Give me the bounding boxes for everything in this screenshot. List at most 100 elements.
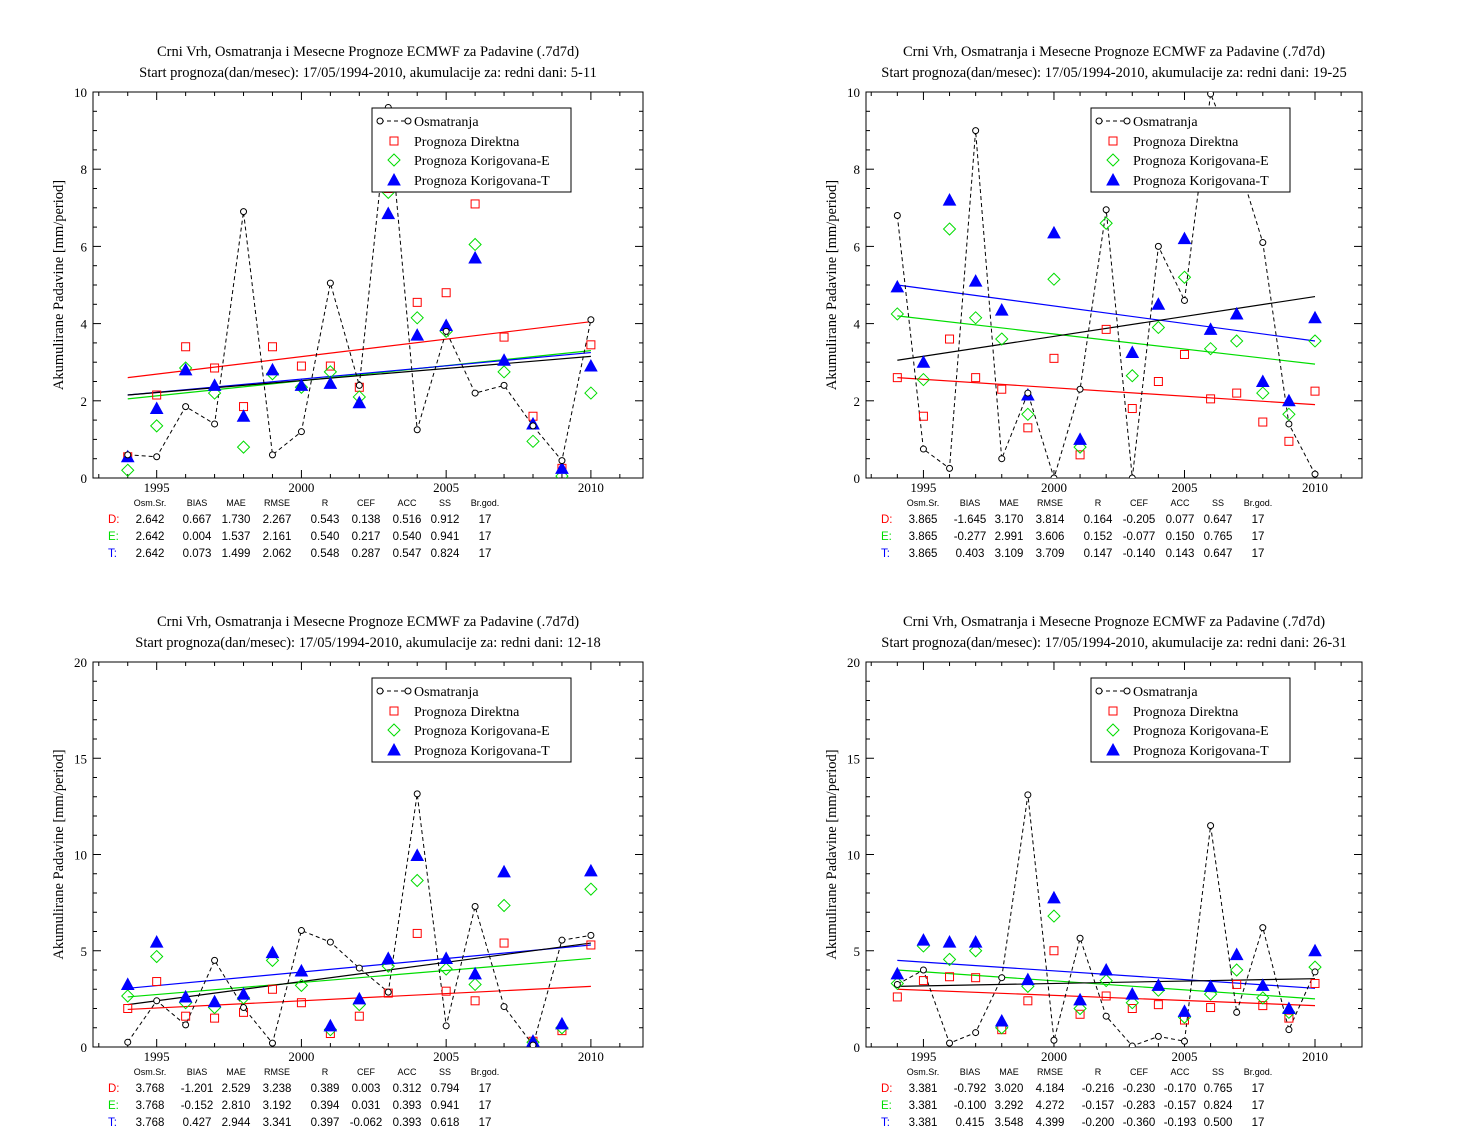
observed-point (529, 1041, 537, 1047)
stats-header: SS (1212, 498, 1224, 508)
observed-point (442, 1022, 450, 1030)
observed-point (355, 964, 363, 972)
x-tick-label: 1995 (910, 1049, 936, 1064)
stats-cell: -0.100 (954, 1100, 987, 1112)
stats-row-key: E: (108, 1100, 119, 1112)
korig-e-point (584, 882, 598, 896)
trend-line-t (127, 351, 591, 396)
korig-t-point (352, 395, 367, 409)
stats-cell: 0.393 (393, 1100, 422, 1112)
x-tick-label: 2000 (288, 480, 314, 495)
observed-point (471, 902, 479, 910)
stats-header: R (322, 1067, 329, 1077)
stats-header: RMSE (1037, 1067, 1063, 1077)
korig-t-point (1125, 345, 1140, 359)
legend-label-observed: Osmatranja (414, 115, 479, 130)
x-tick-label: 1995 (910, 480, 936, 495)
stats-cell: -0.792 (954, 1083, 987, 1095)
stats-cell: 0.150 (1166, 531, 1195, 543)
stats-row-key: D: (881, 514, 893, 526)
korig-t-point (1229, 947, 1244, 961)
observed-point (1076, 934, 1084, 942)
y-tick-label: 10 (74, 848, 87, 863)
observed-point (268, 451, 276, 459)
direct-point (1284, 1013, 1294, 1023)
stats-header: Osm.Sr. (134, 498, 167, 508)
stats-cell: -0.170 (1164, 1083, 1197, 1095)
direct-point (586, 940, 596, 950)
stats-cell: 0.217 (352, 531, 381, 543)
korig-e-point (1073, 440, 1087, 454)
korig-e-point (1256, 991, 1270, 1005)
trend-line-obs (127, 942, 591, 1006)
stats-header: CEF (1130, 498, 1149, 508)
korig-t-point (1073, 992, 1087, 1006)
stats-cell: 3.768 (136, 1100, 165, 1112)
direct-point (1258, 417, 1268, 427)
korig-t-point (381, 206, 396, 220)
direct-point (354, 1011, 364, 1021)
y-tick-label: 10 (74, 85, 87, 100)
y-tick-label: 6 (81, 239, 88, 254)
direct-point (181, 1011, 191, 1021)
y-tick-label: 5 (854, 944, 861, 959)
x-tick-label: 1995 (144, 480, 170, 495)
stats-cell: 1.730 (222, 514, 251, 526)
stats-cell: 0.765 (1204, 531, 1233, 543)
observed-point (1128, 1042, 1136, 1047)
observed-point (182, 403, 190, 411)
korig-t-point (1021, 972, 1035, 986)
stats-header: ACC (397, 1067, 417, 1077)
chart-panel: Crni Vrh, Osmatranja i Mesecne Prognoze … (51, 614, 644, 1129)
korig-t-point (265, 362, 280, 376)
stats-cell: 3.192 (263, 1100, 292, 1112)
korig-t-point (916, 355, 931, 368)
stats-header: MAE (226, 498, 246, 508)
stats-header: BIAS (960, 1067, 981, 1077)
observed-point (919, 445, 927, 453)
observed-point (1311, 968, 1319, 976)
direct-point (997, 384, 1007, 394)
legend-marker-observed (376, 687, 384, 695)
direct-point (1127, 1004, 1137, 1013)
observed-point (529, 422, 537, 430)
observed-point (297, 927, 305, 935)
chart-title: Crni Vrh, Osmatranja i Mesecne Prognoze … (157, 44, 579, 60)
observed-point (1259, 924, 1267, 932)
stats-header: Osm.Sr. (907, 1067, 940, 1077)
legend-label-korig-e: Prognoza Korigovana-E (1133, 154, 1269, 169)
observed-point (1102, 1012, 1110, 1020)
stats-cell: 2.161 (263, 531, 292, 543)
stats-cell: -0.283 (1123, 1100, 1156, 1112)
stats-cell: 17 (479, 514, 492, 526)
y-axis-label: Akumulirane Padavine [mm/period] (824, 749, 840, 959)
legend-marker-observed (376, 117, 384, 125)
korig-e-point (1047, 909, 1061, 923)
stats-cell: 0.415 (956, 1117, 985, 1129)
direct-point (918, 411, 928, 421)
stats-cell: 2.062 (263, 548, 292, 560)
stats-row-key: T: (881, 548, 890, 560)
stats-cell: 0.824 (1204, 1100, 1233, 1112)
legend-marker-korig-e (387, 723, 401, 737)
direct-point (152, 977, 162, 987)
observed-point (1024, 791, 1032, 799)
direct-point (1206, 1003, 1216, 1013)
korig-t-point (994, 1013, 1009, 1027)
stats-cell: -0.062 (350, 1117, 383, 1129)
legend-marker-observed (404, 117, 412, 125)
korig-e-point (1021, 407, 1035, 422)
direct-point (499, 332, 509, 342)
korig-t-point (1255, 374, 1270, 387)
korig-e-point (942, 222, 957, 236)
observed-point (1050, 1036, 1058, 1044)
korig-e-point (526, 434, 540, 449)
legend-label-korig-e: Prognoza Korigovana-E (414, 154, 550, 169)
x-tick-label: 2010 (578, 1049, 604, 1064)
stats-cell: 0.287 (352, 548, 381, 560)
stats-cell: 0.647 (1204, 548, 1233, 560)
legend-marker-direct (389, 706, 399, 716)
observed-point (946, 464, 954, 472)
legend-label-observed: Osmatranja (1133, 115, 1198, 130)
stats-row-key: E: (108, 531, 119, 543)
